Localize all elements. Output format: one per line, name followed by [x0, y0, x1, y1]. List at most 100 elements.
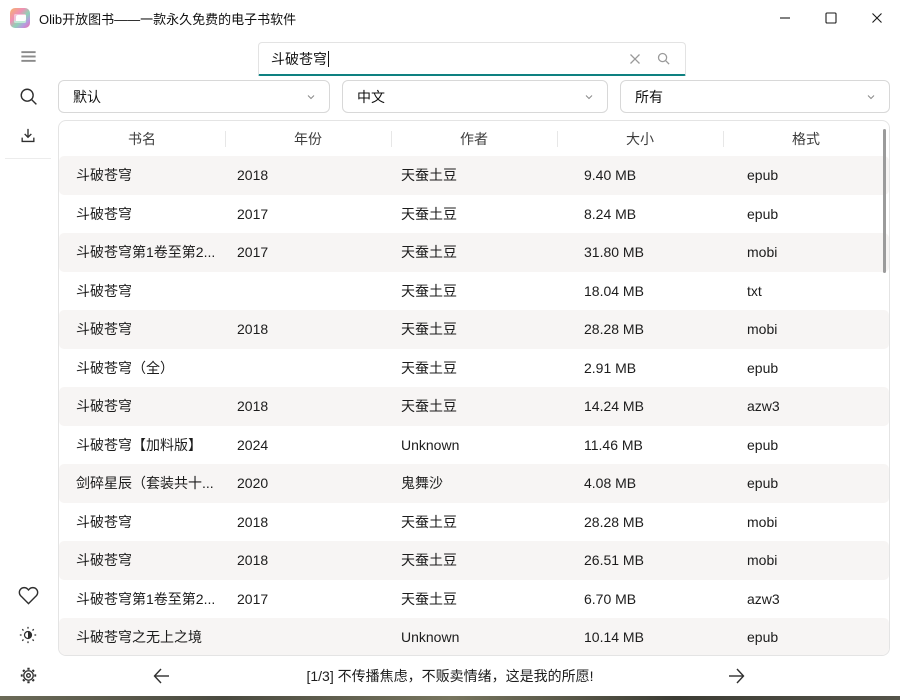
- cell-format: mobi: [747, 552, 778, 569]
- cell-author: Unknown: [401, 436, 460, 453]
- cell-year: 2018: [237, 167, 269, 184]
- title-bar: Olib开放图书——一款永久免费的电子书软件: [0, 0, 900, 36]
- cell-author: 天蚕土豆: [401, 359, 457, 376]
- cell-format: epub: [747, 436, 779, 453]
- sort-dropdown-value: 默认: [73, 88, 101, 105]
- cell-size: 2.91 MB: [584, 359, 637, 376]
- cell-year: 2018: [237, 513, 269, 530]
- close-icon: [872, 13, 882, 23]
- arrow-right-icon: [729, 668, 745, 684]
- cell-year: 2024: [237, 436, 269, 453]
- downloads-button[interactable]: [8, 116, 48, 156]
- cell-author: 天蚕土豆: [401, 398, 457, 415]
- cell-size: 28.28 MB: [584, 513, 644, 530]
- cell-year: 2017: [237, 590, 269, 607]
- table-row[interactable]: 斗破苍穹【加料版】 2024 Unknown 11.46 MB epub: [59, 426, 889, 465]
- cell-size: 8.24 MB: [584, 205, 637, 222]
- table-row[interactable]: 斗破苍穹之无上之境 Unknown 10.14 MB epub: [59, 618, 889, 655]
- app-logo-glyph: [14, 13, 26, 23]
- cell-format: mobi: [747, 244, 778, 261]
- cell-author: 天蚕土豆: [401, 321, 457, 338]
- search-value: 斗破苍穹: [271, 50, 327, 67]
- maximize-icon: [825, 12, 837, 24]
- menu-icon: [20, 50, 36, 62]
- cell-size: 14.24 MB: [584, 398, 644, 415]
- window-controls: [762, 0, 900, 36]
- cell-size: 6.70 MB: [584, 590, 637, 607]
- column-header-format[interactable]: 格式: [723, 129, 889, 149]
- column-header-year[interactable]: 年份: [225, 129, 391, 149]
- cell-format: azw3: [747, 398, 780, 415]
- column-header-author[interactable]: 作者: [391, 129, 557, 149]
- text-caret: [328, 50, 329, 67]
- theme-toggle-button[interactable]: [8, 615, 48, 655]
- table-row[interactable]: 斗破苍穹 2018 天蚕土豆 26.51 MB mobi: [59, 541, 889, 580]
- table-row[interactable]: 斗破苍穹 2018 天蚕土豆 28.28 MB mobi: [59, 503, 889, 542]
- table-row[interactable]: 斗破苍穹 2018 天蚕土豆 14.24 MB azw3: [59, 387, 889, 426]
- chevron-down-icon: [865, 91, 877, 103]
- table-row[interactable]: 斗破苍穹第1卷至第2... 2017 天蚕土豆 31.80 MB mobi: [59, 233, 889, 272]
- cell-author: Unknown: [401, 629, 460, 646]
- cell-size: 18.04 MB: [584, 282, 644, 299]
- language-dropdown[interactable]: 中文: [342, 80, 608, 113]
- next-page-button[interactable]: [724, 664, 748, 688]
- cell-title: 斗破苍穹: [76, 205, 132, 222]
- cell-title: 斗破苍穹第1卷至第2...: [76, 590, 216, 607]
- clear-search-icon[interactable]: [628, 52, 642, 66]
- pagination-status: [1/3] 不传播焦虑，不贩卖情绪，这是我的所愿!: [306, 668, 594, 684]
- sort-dropdown[interactable]: 默认: [58, 80, 330, 113]
- minimize-button[interactable]: [762, 0, 808, 36]
- settings-button[interactable]: [8, 655, 48, 695]
- cell-author: 天蚕土豆: [401, 282, 457, 299]
- cell-title: 斗破苍穹【加料版】: [76, 436, 202, 453]
- cell-title: 斗破苍穹第1卷至第2...: [76, 244, 216, 261]
- cell-size: 4.08 MB: [584, 475, 637, 492]
- close-button[interactable]: [854, 0, 900, 36]
- cell-title: 斗破苍穹（全）: [76, 359, 174, 376]
- cell-size: 28.28 MB: [584, 321, 644, 338]
- cell-year: 2017: [237, 205, 269, 222]
- cell-format: mobi: [747, 513, 778, 530]
- table-row[interactable]: 斗破苍穹第1卷至第2... 2017 天蚕土豆 6.70 MB azw3: [59, 580, 889, 619]
- table-row[interactable]: 斗破苍穹 2017 天蚕土豆 8.24 MB epub: [59, 195, 889, 234]
- results-table: 书名 年份 作者 大小 格式 斗破苍穹 2018 天蚕土豆 9.40 MB ep…: [58, 120, 890, 656]
- column-header-title[interactable]: 书名: [128, 130, 156, 147]
- cell-author: 天蚕土豆: [401, 552, 457, 569]
- cell-title: 斗破苍穹: [76, 321, 132, 338]
- cell-year: 2018: [237, 321, 269, 338]
- language-dropdown-value: 中文: [357, 88, 385, 105]
- cell-size: 9.40 MB: [584, 167, 637, 184]
- cell-format: txt: [747, 282, 762, 299]
- format-dropdown[interactable]: 所有: [620, 80, 890, 113]
- cell-format: epub: [747, 629, 779, 646]
- table-row[interactable]: 剑碎星辰（套装共十... 2020 鬼舞沙 4.08 MB epub: [59, 464, 889, 503]
- table-row[interactable]: 斗破苍穹 2018 天蚕土豆 9.40 MB epub: [59, 156, 889, 195]
- table-row[interactable]: 斗破苍穹（全） 天蚕土豆 2.91 MB epub: [59, 349, 889, 388]
- search-nav-button[interactable]: [8, 76, 48, 116]
- favorites-button[interactable]: [8, 575, 48, 615]
- heart-icon: [18, 586, 38, 605]
- table-body: 斗破苍穹 2018 天蚕土豆 9.40 MB epub 斗破苍穹 2017 天蚕…: [59, 156, 889, 655]
- scrollbar-thumb[interactable]: [883, 129, 886, 273]
- table-row[interactable]: 斗破苍穹 2018 天蚕土豆 28.28 MB mobi: [59, 310, 889, 349]
- maximize-button[interactable]: [808, 0, 854, 36]
- cell-year: 2017: [237, 244, 269, 261]
- menu-button[interactable]: [8, 36, 48, 76]
- cell-author: 天蚕土豆: [401, 167, 457, 184]
- search-submit-icon[interactable]: [656, 51, 671, 66]
- cell-title: 剑碎星辰（套装共十...: [76, 475, 214, 492]
- cell-author: 天蚕土豆: [401, 205, 457, 222]
- cell-title: 斗破苍穹之无上之境: [76, 629, 202, 646]
- gear-icon: [20, 667, 36, 683]
- arrow-left-icon: [153, 668, 169, 684]
- cell-size: 10.14 MB: [584, 629, 644, 646]
- cell-format: azw3: [747, 590, 780, 607]
- pagination-bar: [1/3] 不传播焦虑，不贩卖情绪，这是我的所愿!: [0, 656, 900, 696]
- cell-author: 天蚕土豆: [401, 244, 457, 261]
- search-input[interactable]: 斗破苍穹: [258, 42, 686, 76]
- sidebar: [0, 36, 56, 695]
- previous-page-button[interactable]: [150, 664, 174, 688]
- table-row[interactable]: 斗破苍穹 天蚕土豆 18.04 MB txt: [59, 272, 889, 311]
- table-header: 书名 年份 作者 大小 格式: [59, 121, 889, 156]
- column-header-size[interactable]: 大小: [557, 129, 723, 149]
